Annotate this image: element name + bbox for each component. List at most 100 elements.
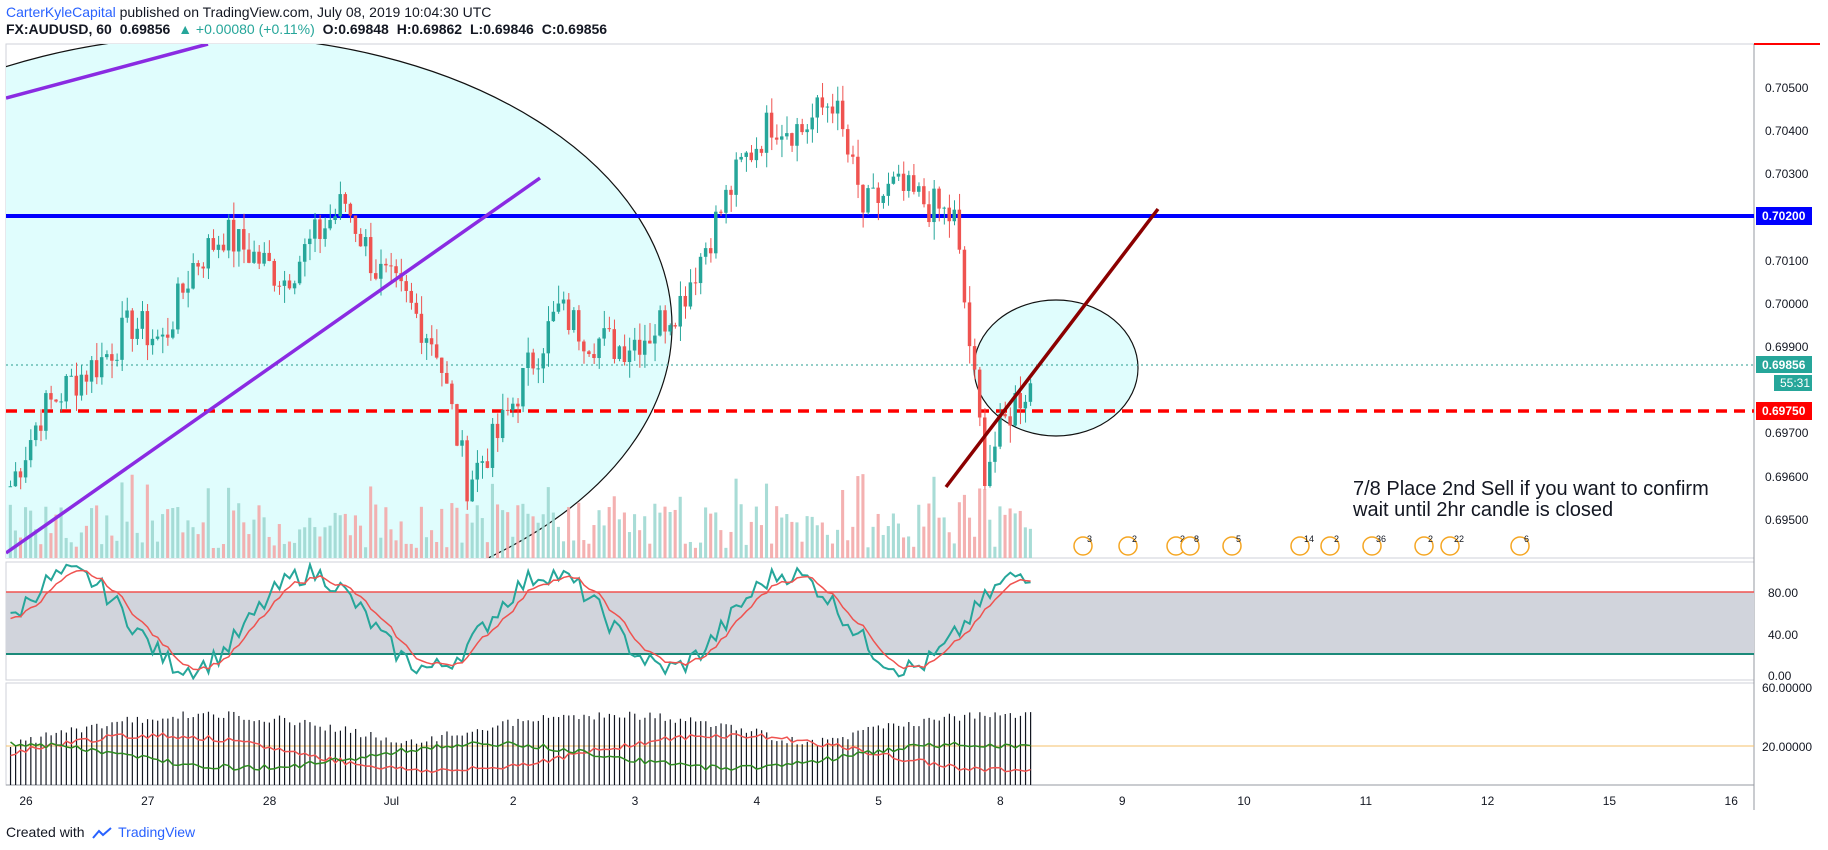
candle-body (28, 440, 33, 461)
candle-body (754, 148, 759, 161)
volume-bar (805, 516, 809, 558)
price-tick: 0.69900 (1765, 340, 1809, 354)
candle-body (546, 321, 551, 354)
volume-bar (917, 504, 921, 558)
candle-body (886, 183, 891, 196)
red-trendline[interactable] (944, 207, 1160, 489)
candle-body (150, 338, 155, 346)
volume-bar (541, 514, 545, 558)
candle-body (8, 486, 13, 488)
volume-bar (754, 506, 758, 558)
volume-bar (44, 506, 48, 558)
candle-body (597, 338, 601, 359)
candle-body (734, 159, 738, 195)
volume-bar (389, 529, 393, 558)
volume-bar (582, 540, 586, 558)
candle-body (196, 263, 200, 267)
price-tick: 0.70100 (1765, 254, 1809, 268)
volume-bar (323, 527, 327, 558)
candle-body (977, 369, 982, 418)
volume-bar (394, 540, 398, 558)
candle-body (617, 346, 622, 359)
volume-bar (704, 507, 708, 558)
candle-body (105, 354, 109, 358)
volume-bar (907, 536, 911, 558)
volume-bar (815, 525, 819, 558)
event-count: 2 (1428, 534, 1433, 544)
candle-body (906, 175, 911, 191)
tradingview-link[interactable]: TradingView (118, 824, 196, 840)
publication-header: CarterKyleCapital published on TradingVi… (6, 4, 491, 20)
volume-bar (836, 529, 840, 558)
candle-body (551, 311, 556, 322)
high-value: H:0.69862 (396, 21, 463, 37)
di-plus-line (10, 740, 1031, 771)
candle-body (308, 238, 312, 245)
candle-body (511, 403, 515, 411)
volume-bar (353, 515, 357, 558)
symbol-label[interactable]: FX:AUDUSD, 60 (6, 21, 112, 37)
volume-bar (287, 541, 291, 558)
candle-body (1023, 401, 1028, 409)
volume-bar (622, 512, 626, 558)
volume-bar (922, 526, 926, 558)
volume-bar (348, 535, 352, 558)
volume-bar (511, 536, 515, 558)
volume-bar (69, 542, 73, 558)
candle-body (896, 173, 901, 177)
candle-body (49, 393, 53, 400)
candle-body (379, 263, 383, 279)
volume-bar (455, 507, 459, 558)
candle-body (160, 334, 165, 337)
purple-trendline-lower[interactable] (6, 176, 542, 555)
candle-body (333, 216, 337, 221)
volume-bar (374, 504, 378, 558)
volume-bar (1003, 514, 1007, 558)
candle-body (252, 251, 256, 263)
candle-body (536, 368, 540, 370)
volume-bar (1018, 510, 1022, 558)
candle-body (338, 194, 342, 217)
volume-bar (699, 542, 703, 558)
candle-body (780, 136, 784, 140)
candle-body (937, 188, 941, 209)
volume-bar (561, 541, 566, 558)
purple-trendline-upper[interactable] (6, 44, 209, 100)
candle-body (724, 189, 728, 213)
candle-body (419, 313, 424, 343)
candle-body (642, 340, 647, 355)
volume-bar (419, 506, 423, 558)
volume-bar (693, 547, 697, 558)
volume-bar (232, 510, 236, 558)
candle-body (993, 446, 997, 462)
time-axis[interactable]: 26 27 28 Jul 2 3 4 5 8 9 10 11 12 15 16 (19, 794, 1738, 808)
volume-bar (653, 503, 657, 558)
volume-bar (298, 529, 302, 558)
volume-bar (293, 542, 297, 558)
volume-bar (338, 515, 342, 558)
candle-body (221, 244, 226, 251)
economic-events[interactable]: 3 2 2 8 5 14 2 36 2 22 6 (1073, 534, 1530, 556)
candle-body (353, 215, 358, 234)
event-count: 2 (1180, 534, 1185, 544)
candle-body (384, 263, 388, 266)
dmi-pane (5, 682, 1755, 786)
candle-body (708, 248, 713, 254)
volume-bar (830, 543, 835, 558)
event-count: 6 (1524, 534, 1529, 544)
volume-bar (633, 514, 637, 558)
price-tick: 0.69700 (1765, 426, 1809, 440)
volume-bar (369, 486, 373, 558)
price-axis[interactable]: 0.70500 0.70400 0.70300 0.70100 0.70000 … (1754, 43, 1820, 527)
volume-bar (24, 507, 28, 558)
big-zone-ellipse[interactable] (0, 36, 673, 616)
candle-body (313, 219, 317, 239)
candle-body (683, 295, 688, 307)
volume-bar (90, 508, 94, 558)
author-link[interactable]: CarterKyleCapital (6, 4, 116, 20)
volume-bar (851, 526, 855, 558)
volume-bar (709, 513, 713, 558)
volume-bar (871, 526, 875, 558)
price-tick: 0.69600 (1765, 470, 1809, 484)
